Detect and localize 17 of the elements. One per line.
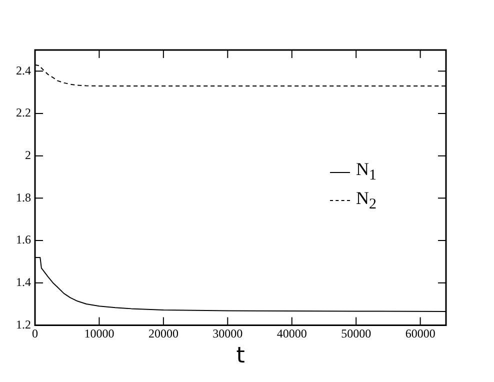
y-tick-label: 1.4 [16,275,31,290]
y-tick-label: 2 [25,148,31,162]
x-axis-title: t [236,344,246,369]
x-tick-label: 20000 [148,326,178,341]
legend-label: N$_{2}$ [356,186,376,214]
x-tick-label: 40000 [276,326,307,341]
y-tick-label: 1.2 [16,317,31,332]
y-tick-label: 2.4 [16,63,31,78]
y-tick-label: 2.2 [16,106,31,120]
legend-label: N$_{1}$ [356,158,376,186]
x-tick-label: 60000 [405,326,436,341]
y-tick-label: 1.8 [16,190,31,204]
x-tick-label: 50000 [341,326,372,341]
y-tick-label: 1.6 [16,232,31,247]
x-tick-label: 10000 [84,326,114,341]
x-tick-label: 0 [32,326,38,341]
x-tick-label: 30000 [212,326,243,341]
